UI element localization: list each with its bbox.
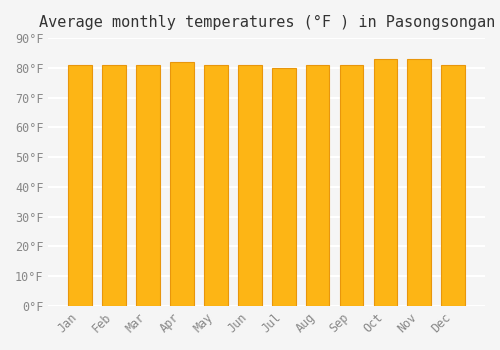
Bar: [306, 65, 330, 306]
Bar: [102, 65, 126, 306]
Bar: [68, 65, 92, 306]
Bar: [408, 59, 431, 306]
Bar: [374, 59, 398, 306]
Bar: [204, 65, 228, 306]
Bar: [340, 65, 363, 306]
Title: Average monthly temperatures (°F ) in Pasongsongan: Average monthly temperatures (°F ) in Pa…: [38, 15, 495, 30]
Bar: [272, 68, 295, 306]
Bar: [238, 65, 262, 306]
Bar: [442, 65, 465, 306]
Bar: [170, 62, 194, 306]
Bar: [136, 65, 160, 306]
